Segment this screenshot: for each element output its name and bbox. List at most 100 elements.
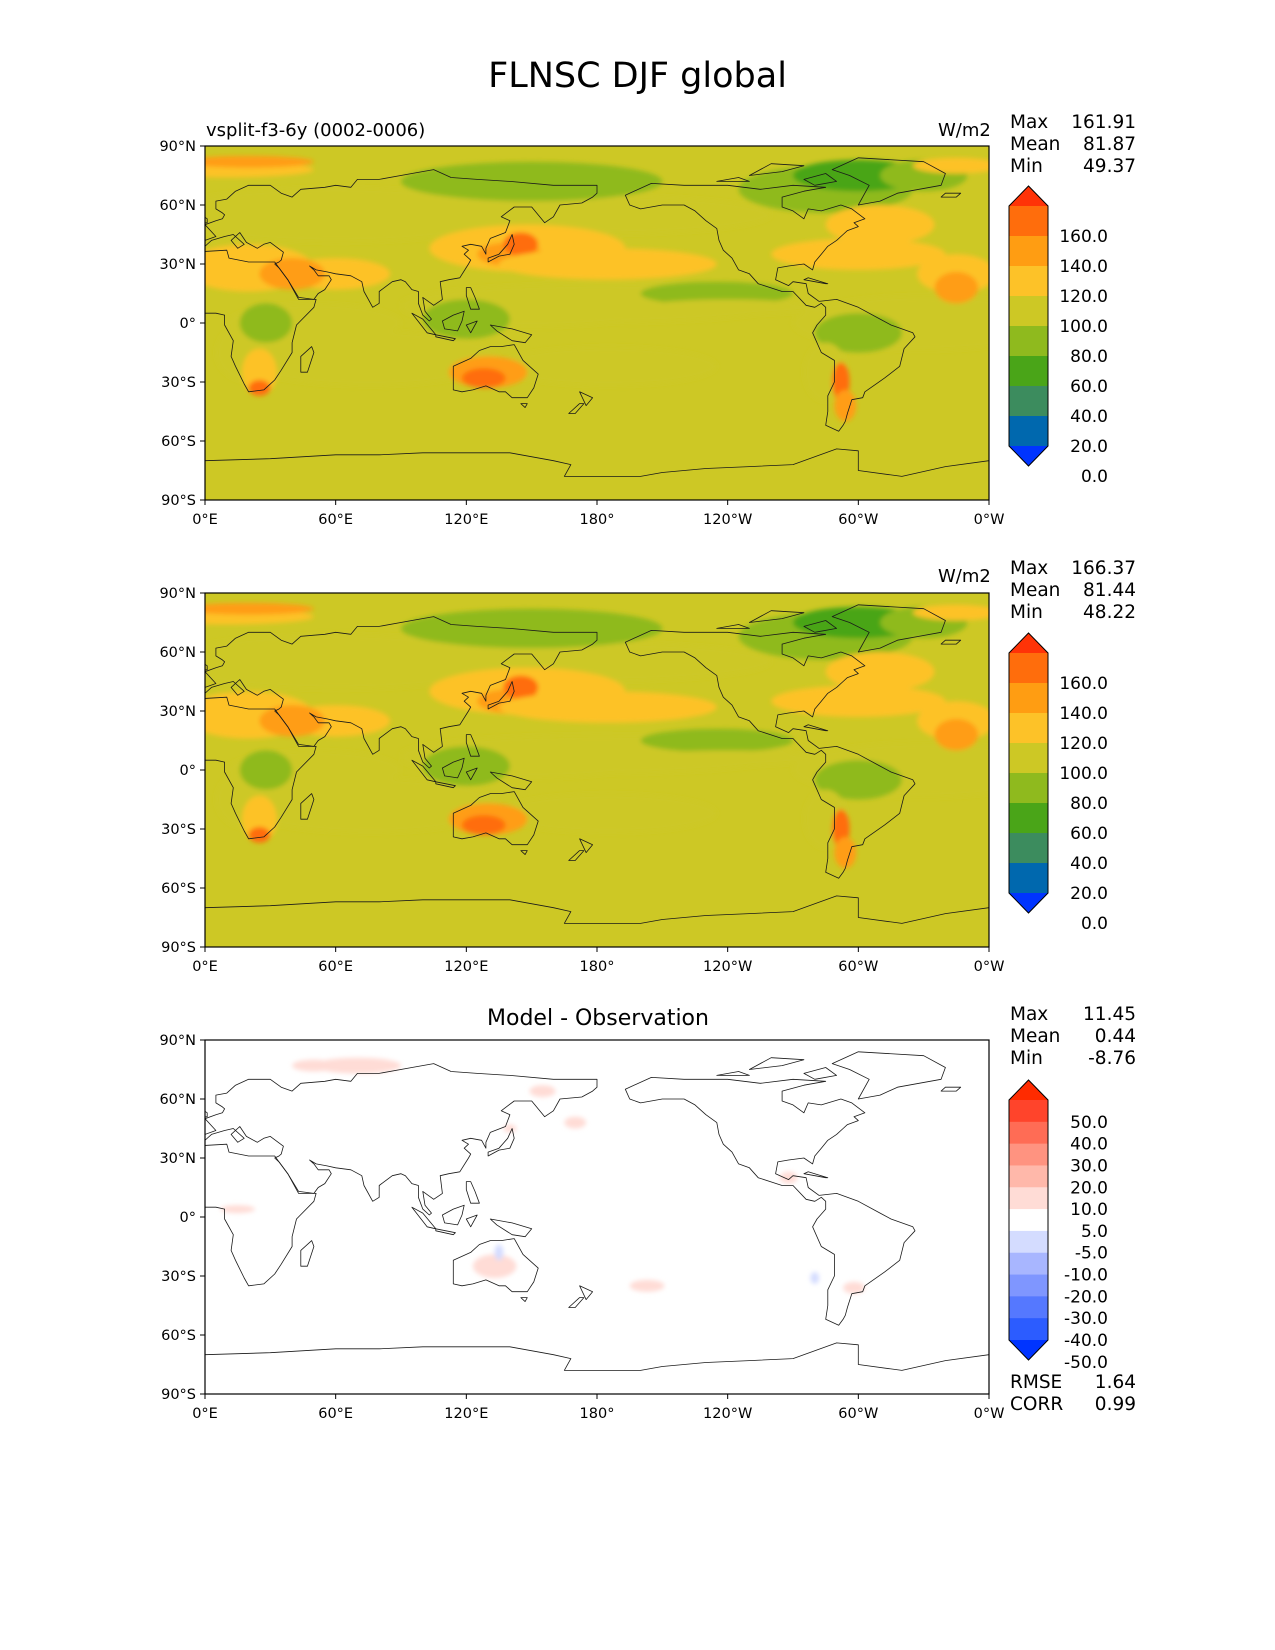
colorbar-tick-label: 120.0 bbox=[1059, 734, 1108, 754]
x-tick-label: 180° bbox=[580, 959, 615, 975]
coastline bbox=[803, 1171, 829, 1179]
coastline bbox=[716, 624, 750, 629]
coastline bbox=[452, 344, 539, 399]
diff-contour bbox=[564, 1116, 587, 1129]
colorbar-2: 160.0 140.0 120.0 100.0 80.0 60.0 40.0 20.0 0.0 bbox=[1008, 632, 1108, 934]
coastline bbox=[205, 663, 208, 671]
field-contour bbox=[226, 303, 401, 343]
field-contour bbox=[237, 330, 499, 386]
field-base bbox=[205, 593, 989, 947]
field-contour bbox=[825, 205, 935, 245]
field-contour bbox=[832, 362, 850, 402]
panel-1-subtitle: vsplit-f3-6y (0002-0006) bbox=[206, 120, 426, 141]
y-tick-label: 60°S bbox=[161, 434, 196, 450]
coastline bbox=[520, 403, 528, 409]
colorbar-extension-bottom bbox=[1009, 893, 1048, 913]
field-contour bbox=[461, 815, 506, 835]
colorbar-segment bbox=[1009, 803, 1048, 834]
x-tick-label: 180° bbox=[580, 512, 615, 528]
field-base bbox=[205, 146, 989, 500]
colorbar-tick-label: -40.0 bbox=[1064, 1331, 1108, 1351]
field-contour bbox=[448, 356, 528, 388]
field-contour bbox=[738, 612, 913, 660]
panel-1-units: W/m2 bbox=[938, 120, 991, 141]
coastline bbox=[940, 192, 962, 198]
field-contour bbox=[215, 770, 282, 829]
field-contour bbox=[640, 281, 793, 306]
colorbar-segment bbox=[1009, 206, 1048, 237]
coastline bbox=[465, 287, 480, 310]
x-tick-label: 120°E bbox=[444, 959, 488, 975]
coastline bbox=[749, 610, 805, 623]
colorbar-tick-label: 20.0 bbox=[1070, 437, 1108, 457]
field-contour bbox=[401, 734, 793, 774]
colorbar-tick-label: -50.0 bbox=[1064, 1353, 1108, 1373]
coastline bbox=[489, 1218, 533, 1238]
field-contour bbox=[793, 606, 924, 639]
coastline bbox=[205, 1110, 208, 1118]
colorbar-segment bbox=[1009, 1187, 1048, 1210]
colorbar-segment bbox=[1009, 683, 1048, 714]
coastline bbox=[205, 169, 598, 322]
colorbar-tick-label: 140.0 bbox=[1059, 257, 1108, 277]
field-contour bbox=[499, 346, 717, 386]
coastline bbox=[465, 734, 480, 757]
coastline bbox=[624, 183, 916, 432]
field-contour bbox=[259, 258, 325, 290]
diff-contour bbox=[779, 1171, 798, 1184]
x-tick-label: 60°W bbox=[838, 512, 878, 528]
colorbar-extension-bottom bbox=[1009, 1340, 1048, 1360]
map-frame bbox=[204, 592, 990, 948]
y-tick-label: 0° bbox=[180, 1210, 196, 1226]
colorbar-segment bbox=[1009, 356, 1048, 387]
colorbar-tick-label: 100.0 bbox=[1059, 764, 1108, 784]
coastline bbox=[300, 1240, 315, 1267]
coastline bbox=[624, 630, 916, 879]
field-contour bbox=[814, 313, 902, 353]
coastline bbox=[487, 681, 515, 710]
colorbar-tick-label: 50.0 bbox=[1070, 1113, 1108, 1133]
colorbar-tick-label: -10.0 bbox=[1064, 1266, 1108, 1286]
field-contour bbox=[401, 283, 793, 323]
colorbar-segment bbox=[1009, 1165, 1048, 1188]
coastline bbox=[205, 696, 317, 840]
colorbar-tick-label: 20.0 bbox=[1070, 1178, 1108, 1198]
colorbar-3: 50.040.030.020.010.05.0-5.0-10.0-20.0-30… bbox=[1008, 1079, 1108, 1373]
coastline bbox=[441, 310, 465, 332]
y-tick-label: 30°S bbox=[161, 375, 196, 391]
coastlines bbox=[205, 604, 989, 947]
field-contour bbox=[738, 165, 913, 213]
colorbar-extension-top bbox=[1009, 186, 1048, 206]
colorbar-tick-label: 60.0 bbox=[1070, 377, 1108, 397]
colorbar-segment bbox=[1009, 1143, 1048, 1166]
colorbar-tick-label: 20.0 bbox=[1070, 884, 1108, 904]
field-contour bbox=[499, 248, 717, 280]
field-contour bbox=[499, 691, 717, 723]
colorbar-tick-label: 40.0 bbox=[1070, 407, 1108, 427]
field-contour bbox=[793, 159, 924, 192]
y-tick-label: 0° bbox=[180, 316, 196, 332]
coastlines bbox=[205, 157, 989, 500]
colorbar-segment bbox=[1009, 743, 1048, 774]
field-contour bbox=[429, 667, 626, 715]
field-contour bbox=[239, 750, 293, 790]
field-contour bbox=[640, 728, 793, 753]
coastline bbox=[205, 448, 989, 500]
colorbar-tick-label: 40.0 bbox=[1070, 1135, 1108, 1155]
colorbar-segment bbox=[1009, 773, 1048, 804]
coastline bbox=[205, 216, 208, 224]
coastline bbox=[452, 791, 539, 846]
field-contour bbox=[477, 689, 543, 713]
y-tick-label: 90°S bbox=[161, 1387, 196, 1403]
colorbar-tick-label: 80.0 bbox=[1070, 794, 1108, 814]
colorbar-tick-label: -5.0 bbox=[1075, 1244, 1108, 1264]
coastline bbox=[520, 850, 528, 856]
y-tick-label: 30°N bbox=[159, 1151, 196, 1167]
colorbar-segment bbox=[1009, 1209, 1048, 1232]
colorbar-segment bbox=[1009, 266, 1048, 297]
x-tick-label: 60°E bbox=[318, 512, 353, 528]
x-tick-label: 120°W bbox=[703, 959, 752, 975]
stat-max: Max 161.91 bbox=[1010, 112, 1136, 133]
colorbar-segment bbox=[1009, 1296, 1048, 1319]
field-contour bbox=[912, 604, 989, 621]
